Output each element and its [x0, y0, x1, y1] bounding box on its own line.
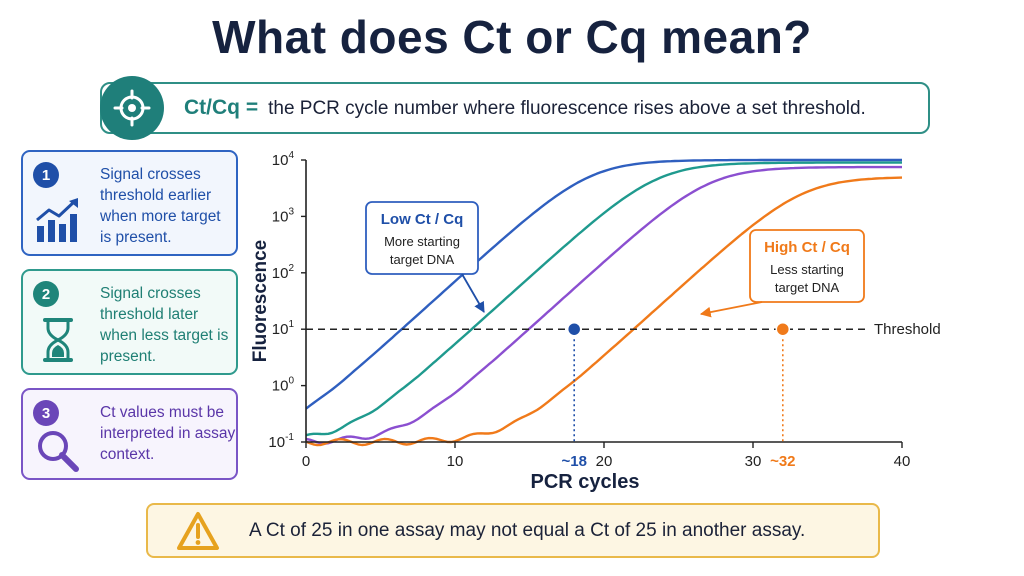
card-number-badge: 2: [33, 281, 59, 307]
card-number-badge: 1: [33, 162, 59, 188]
info-card-later: 2 Signal crosses threshold later when le…: [21, 269, 238, 375]
amplification-curve-3: [305, 165, 902, 445]
bar-chart-up-icon: [33, 196, 83, 246]
x-tick-label: 0: [302, 453, 310, 470]
y-axis-label: Fluorescence: [250, 240, 271, 363]
amplification-curve-2: [305, 161, 902, 437]
card-text: Ct values must be interpreted in assay c…: [100, 404, 236, 463]
warning-triangle-icon: [176, 511, 220, 551]
x-axis-label: PCR cycles: [531, 471, 640, 493]
warning-text: A Ct of 25 in one assay may not equal a …: [249, 519, 806, 541]
y-tick-label: 103: [272, 206, 295, 225]
y-tick-label: 10-1: [268, 432, 294, 451]
x-tick-label: 30: [745, 453, 762, 470]
definition-term: Ct/Cq =: [184, 96, 259, 119]
definition-description: the PCR cycle number where fluorescence …: [268, 98, 866, 119]
x-tick-label: 20: [596, 453, 613, 470]
y-tick-label: 104: [272, 150, 295, 169]
card-text: Signal crosses threshold later when less…: [100, 285, 229, 365]
y-tick-label: 100: [272, 376, 295, 395]
threshold-label: Threshold: [874, 321, 941, 338]
x-tick-label: 10: [447, 453, 464, 470]
info-card-earlier: 1 Signal crosses threshold earlier when …: [21, 150, 238, 256]
high-ct-callout-title: High Ct / Cq: [764, 239, 850, 256]
hourglass-icon: [33, 315, 83, 365]
amplification-curve-1: [305, 158, 902, 410]
low-ct-callout-title: Low Ct / Cq: [381, 211, 464, 228]
x-tick-label: 40: [894, 453, 911, 470]
warning-banner: A Ct of 25 in one assay may not equal a …: [146, 503, 880, 558]
page-title: What does Ct or Cq mean?: [212, 11, 812, 63]
amplification-curve-4: [305, 176, 903, 447]
info-card-context: 3 Ct values must be interpreted in assay…: [21, 388, 238, 480]
y-tick-label: 102: [272, 263, 295, 282]
high-ct-callout: High Ct / Cq Less starting target DNA: [699, 229, 865, 318]
ct-value-label: ~32: [770, 453, 795, 470]
high-ct-callout-text: Less starting target DNA: [770, 262, 844, 295]
definition-text: Ct/Cq = the PCR cycle number where fluore…: [184, 96, 866, 120]
ct-crossing-point: [775, 321, 791, 337]
y-tick-label: 101: [272, 319, 295, 338]
low-ct-callout-text: More starting target DNA: [384, 234, 460, 267]
card-text: Signal crosses threshold earlier when mo…: [100, 166, 221, 246]
definition-banner: Ct/Cq = the PCR cycle number where fluore…: [100, 76, 930, 140]
card-number-badge: 3: [33, 400, 59, 426]
ct-value-label: ~18: [561, 453, 586, 470]
ct-crossing-point: [566, 321, 582, 337]
target-icon: [100, 76, 164, 140]
low-ct-callout: Low Ct / Cq More starting target DNA: [365, 201, 485, 313]
magnifier-icon: [33, 426, 83, 476]
